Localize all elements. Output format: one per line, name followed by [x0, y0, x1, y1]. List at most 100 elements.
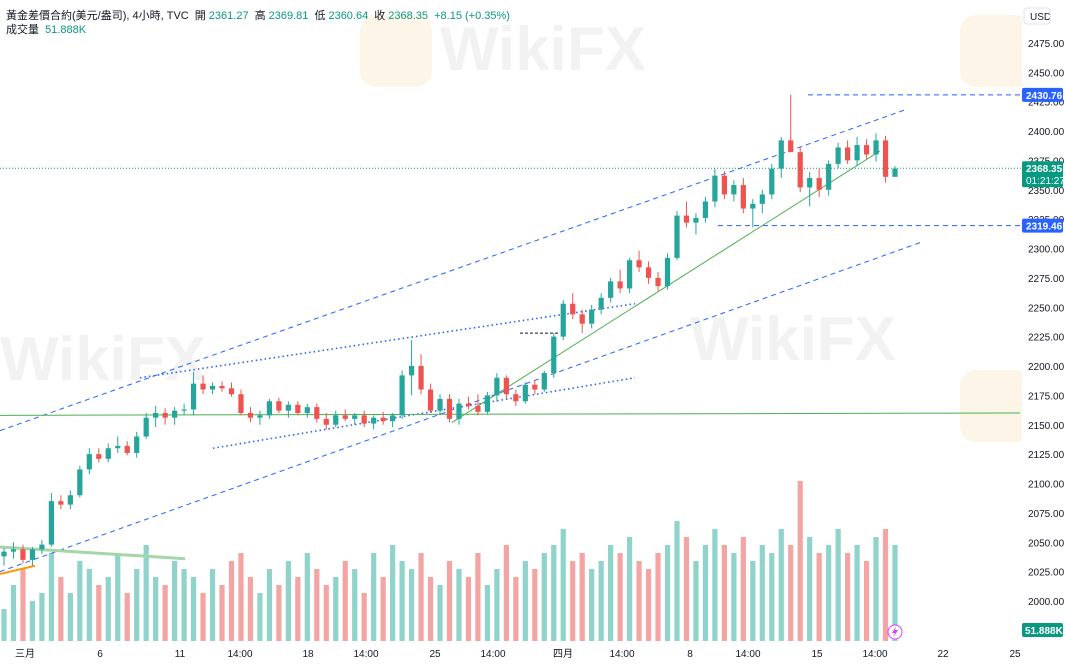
volume-bar [617, 553, 623, 641]
x-tick-label: 14:00 [735, 649, 760, 660]
volume-bar [323, 585, 329, 641]
volume-bar [674, 521, 680, 641]
candle-body [683, 215, 690, 223]
volume-bar [645, 569, 652, 641]
volume-bar [579, 553, 585, 641]
last-price-label-box [1022, 161, 1063, 188]
volume-bar [200, 593, 206, 641]
price-axis-bg [1022, 0, 1065, 665]
x-tick-label: 6 [97, 649, 103, 660]
y-tick-label: 2275.00 [1028, 274, 1065, 285]
y-tick-label: 2175.00 [1028, 391, 1065, 402]
candle-body [617, 281, 623, 289]
volume-bar [769, 553, 775, 641]
low-price-label-box [1022, 218, 1063, 233]
watermark-logo [960, 370, 1032, 442]
uptrend-line [451, 150, 881, 423]
volume-bar [314, 569, 320, 641]
y-tick-label: 2025.00 [1028, 568, 1065, 579]
volume-bar [826, 545, 832, 641]
volume-bar [48, 553, 55, 641]
candle-body [209, 385, 216, 390]
candle-body [674, 215, 680, 258]
candle-body [200, 383, 206, 390]
candle-body [740, 185, 746, 209]
candle-body [721, 175, 727, 195]
volume-bar [190, 577, 197, 641]
volume-bar [427, 577, 434, 641]
candle-body [816, 178, 822, 190]
dotted-lower-line [212, 376, 636, 450]
volume-bar [598, 561, 604, 641]
candle-body [333, 415, 339, 425]
candle-body [532, 384, 538, 390]
volume-bar [105, 577, 111, 641]
candle-body [67, 495, 73, 505]
channel-upper-line [0, 109, 906, 432]
volume-bar [390, 545, 396, 641]
candle-body [826, 163, 832, 190]
volume-bar [541, 553, 547, 641]
candle-body [892, 168, 898, 177]
candle-body [645, 267, 652, 278]
volume-bars [1, 481, 898, 641]
volume-bar [418, 553, 424, 641]
volume-label-box [1022, 623, 1063, 637]
chart-header: 黃金差價合約(美元/盎司), 4小時, TVC 開 2361.27 高 2369.8… [6, 7, 513, 23]
candle-body [247, 413, 254, 418]
candle-body [314, 407, 320, 419]
y-tick-label: 2475.00 [1028, 39, 1065, 50]
x-tick-label: 25 [1009, 649, 1021, 660]
volume-bar [778, 529, 784, 641]
volume-bar [551, 545, 557, 641]
volume-bar [304, 553, 310, 641]
y-tick-label: 2000.00 [1028, 597, 1065, 608]
volume-bar [153, 577, 159, 641]
high-price-label-box [1022, 87, 1063, 102]
y-tick-label: 2425.00 [1028, 98, 1065, 109]
x-tick-label: 14:00 [480, 649, 505, 660]
candle-body [295, 404, 301, 413]
volume-bar [143, 545, 149, 641]
y-tick-label: 2300.00 [1028, 245, 1065, 256]
candle-body [598, 297, 604, 310]
volume-bar [342, 561, 348, 641]
candle-body [190, 383, 197, 410]
time-axis: 三月 6 11 14:00 18 14:00 25 14:00 四月 14:00 8 14:00 15 1… [15, 648, 1021, 660]
volume-bar [892, 545, 898, 641]
candle-body [304, 407, 310, 413]
candle-body [20, 549, 26, 560]
candle-body [863, 145, 870, 155]
volume-bar [560, 529, 566, 641]
volume-bar [446, 561, 453, 641]
volume-bar [371, 553, 377, 641]
volume-bar [788, 545, 794, 641]
volume-bar [247, 577, 254, 641]
y-tick-label: 2150.00 [1028, 421, 1065, 432]
y-tick-label: 2225.00 [1028, 333, 1065, 344]
currency-label: USD [1030, 12, 1051, 23]
volume-value: 51.888K [45, 24, 87, 36]
candle-body [844, 147, 851, 161]
candle-body [589, 309, 595, 324]
x-tick-label: 22 [937, 649, 949, 660]
volume-bar [209, 569, 216, 641]
y-tick-label: 2075.00 [1028, 509, 1065, 520]
y-tick-label: 2200.00 [1028, 362, 1065, 373]
candle-body [285, 404, 291, 411]
y-tick-label: 2450.00 [1028, 68, 1065, 79]
watermark-text: WikiFX [440, 15, 646, 84]
volume-bar [124, 593, 130, 641]
volume-bar [797, 481, 803, 641]
candle-body [266, 401, 273, 416]
x-tick-label: 25 [429, 649, 441, 660]
volume-bar [712, 529, 718, 641]
volume-bar [484, 585, 491, 641]
currency-button [1023, 7, 1051, 25]
volume-label[interactable]: 成交量 [6, 24, 39, 36]
volume-bar [162, 585, 168, 641]
candle-body [10, 549, 17, 552]
symbol-title[interactable]: 黃金差價合約(美元/盎司), 4小時, TVC [6, 10, 189, 22]
